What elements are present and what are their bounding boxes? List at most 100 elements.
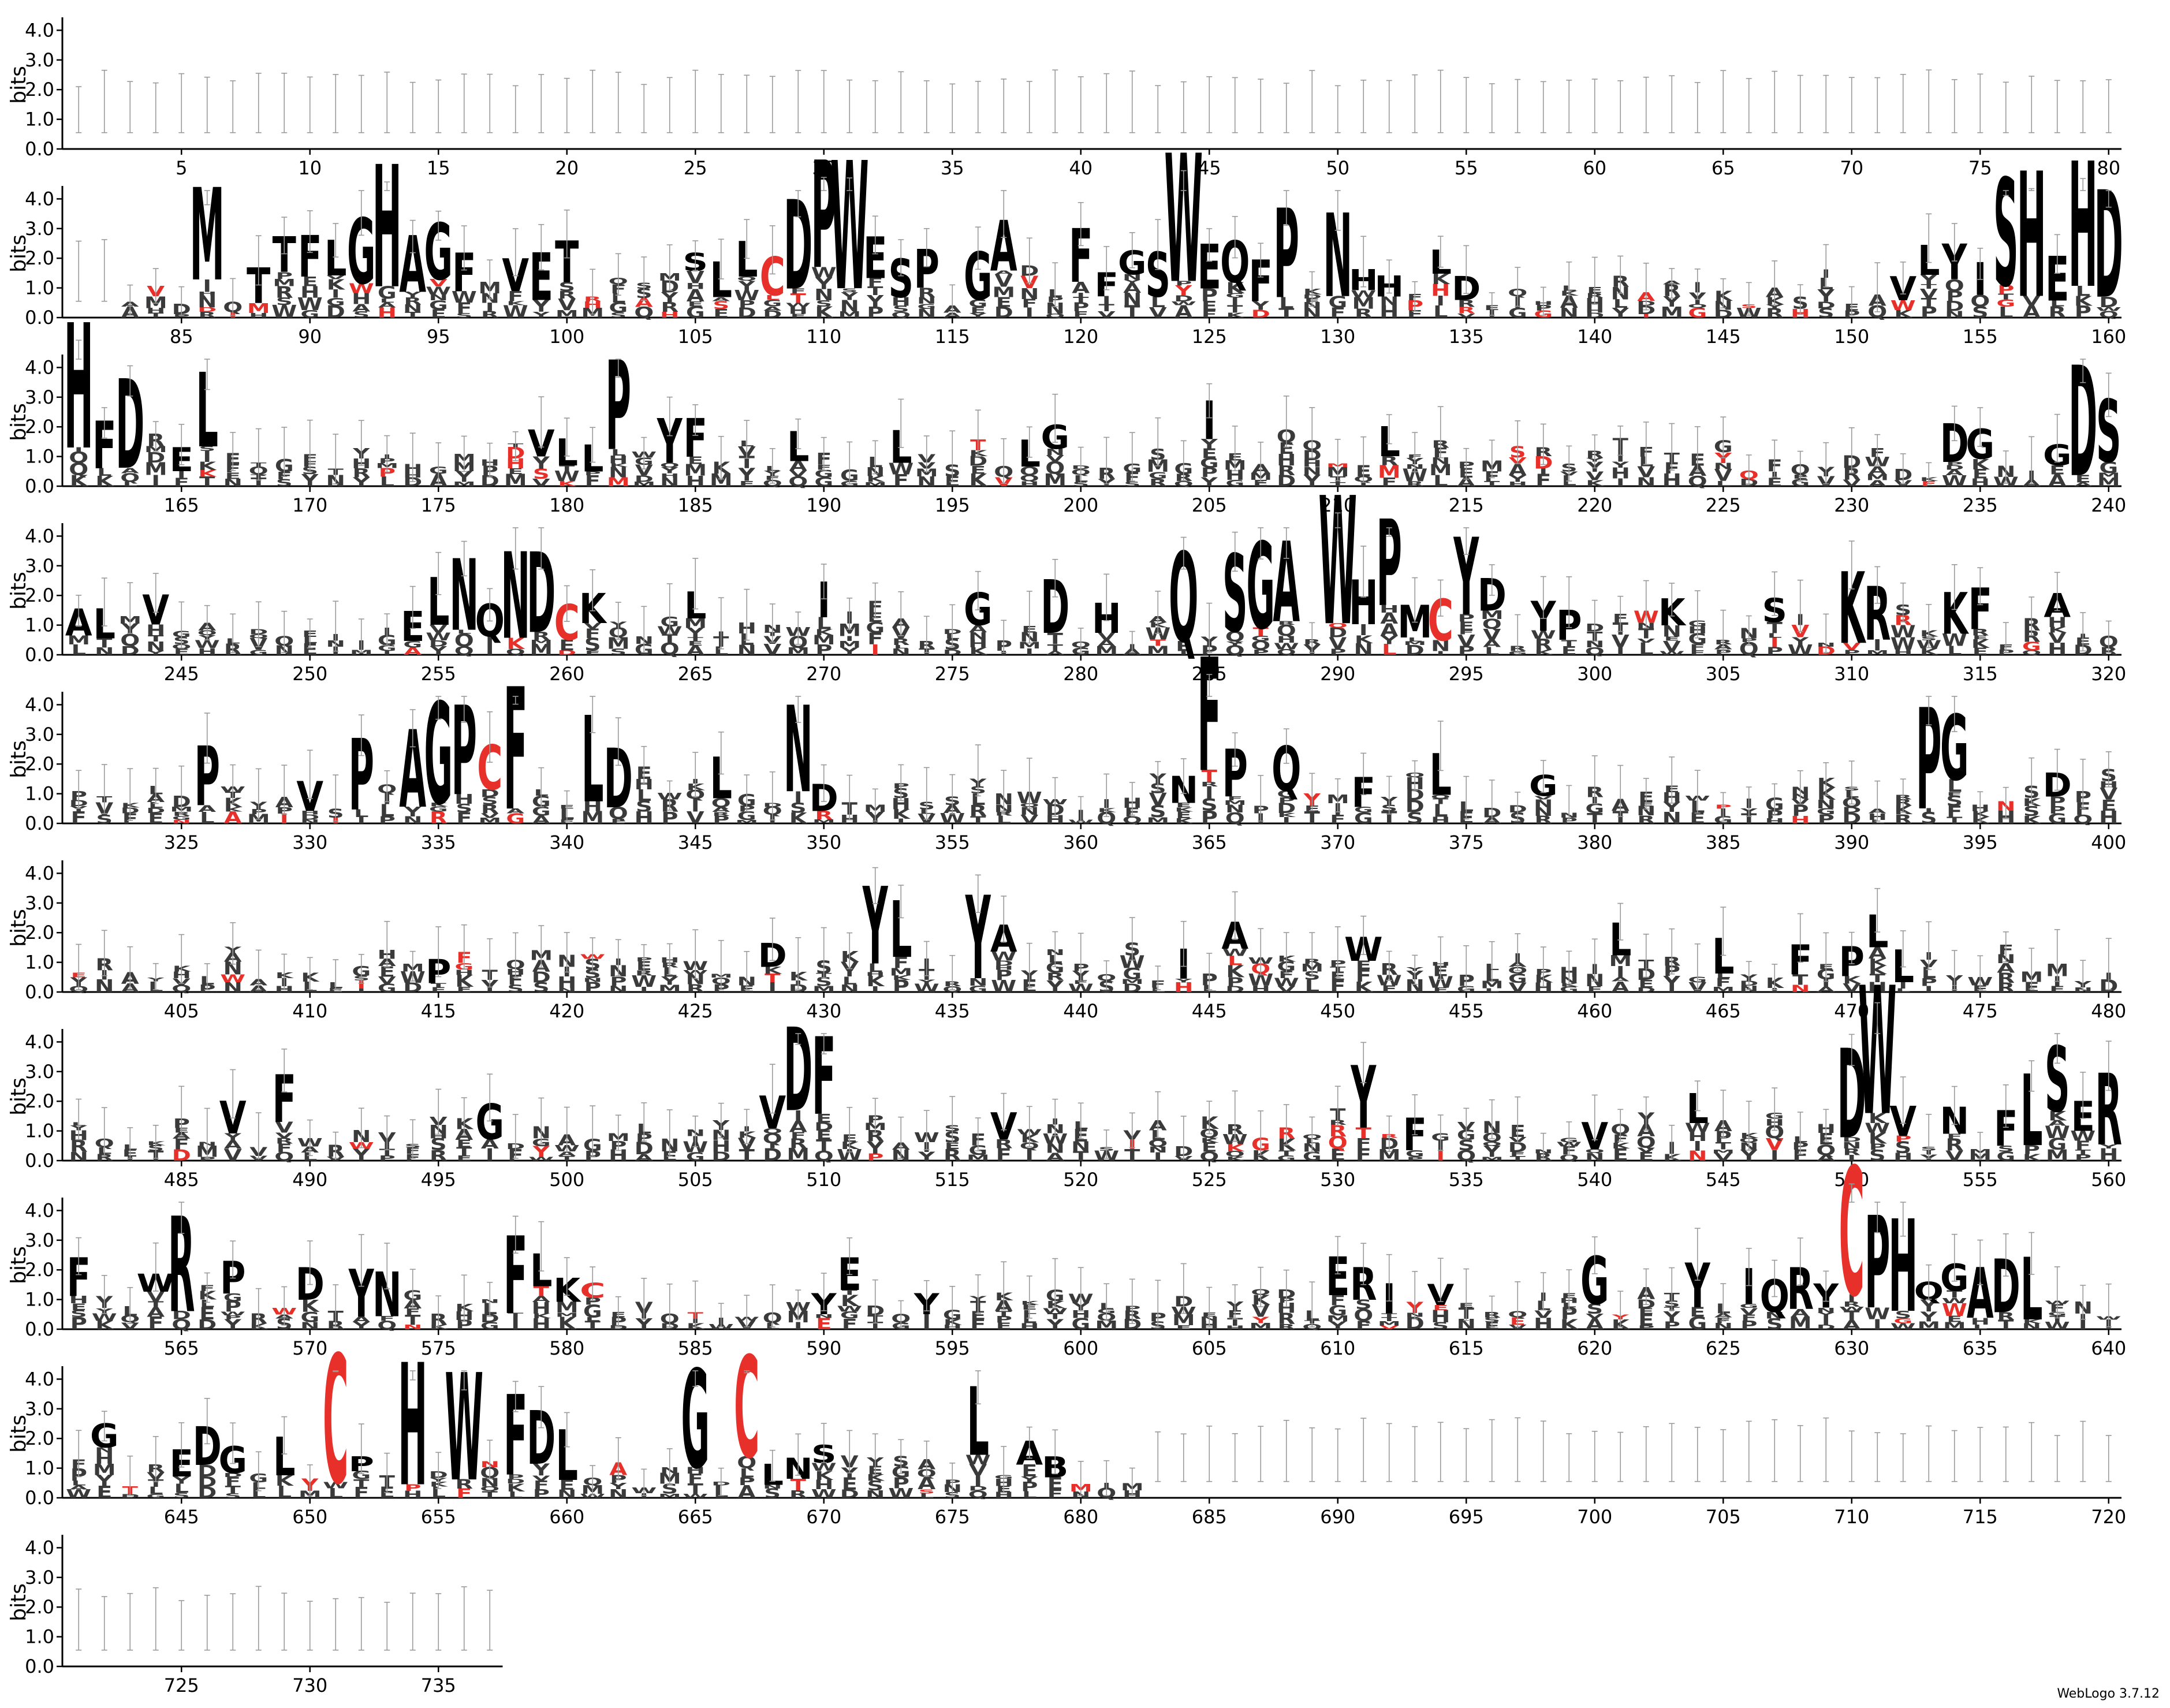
x-tick-label: 645	[164, 1506, 199, 1528]
logo-letter: N	[840, 297, 859, 315]
logo-letter: K	[1431, 271, 1450, 288]
logo-letter: F	[1407, 308, 1423, 320]
x-tick-label: 665	[678, 1506, 713, 1528]
y-tick-label: 0.0	[25, 1150, 54, 1172]
x-tick-label: 385	[1706, 831, 1741, 853]
x-tick-label: 75	[1968, 157, 1992, 179]
y-tick-label: 1.0	[25, 952, 54, 974]
logo-letter: S	[815, 299, 832, 309]
logo-letter: Y	[532, 311, 550, 320]
y-tick-label: 0.0	[25, 1655, 54, 1677]
logo-letter: T	[1073, 296, 1089, 305]
x-tick-label: 20	[555, 157, 579, 179]
logo-letter: A	[1175, 302, 1192, 322]
x-tick-label: 240	[2091, 494, 2126, 516]
x-tick-label: 145	[1706, 326, 1741, 348]
logo-letter: D	[1251, 308, 1270, 320]
logo-letter: K	[147, 1140, 166, 1146]
y-tick-label: 0.0	[25, 475, 54, 497]
logo-letter: Y	[738, 278, 756, 293]
logo-letter: P	[1201, 285, 1218, 305]
logo-letter: I	[1436, 293, 1445, 309]
x-tick-label: 45	[1198, 157, 1221, 179]
x-tick-label: 230	[1834, 494, 1869, 516]
logo-letter: K	[1226, 279, 1245, 297]
logo-letter: P	[739, 299, 755, 310]
logo-letter: I	[203, 276, 211, 296]
x-tick-label: 535	[1449, 1169, 1484, 1191]
logo-letter: W	[830, 125, 869, 330]
logo-letter: I	[486, 301, 494, 314]
logo-letter: T	[1227, 304, 1243, 315]
logo-letter: T	[791, 291, 806, 306]
logo-letter: E	[1202, 299, 1217, 314]
x-tick-label: 395	[1963, 831, 1998, 853]
x-tick-label: 180	[549, 494, 584, 516]
x-tick-label: 660	[549, 1506, 584, 1528]
logo-letter: P	[867, 304, 883, 321]
x-tick-label: 390	[1834, 831, 1869, 853]
logo-letter: T	[405, 311, 421, 320]
logo-letter: K	[789, 970, 808, 983]
logo-letter: H	[197, 291, 217, 297]
logo-letter: F	[1330, 304, 1345, 320]
x-tick-label: 410	[292, 1000, 327, 1022]
logo-letter: T	[1124, 303, 1140, 322]
x-tick-label: 725	[164, 1675, 199, 1696]
y-tick-label: 1.0	[25, 109, 54, 130]
logo-letter: F	[456, 300, 472, 317]
y-tick-label: 4.0	[25, 862, 54, 884]
logo-row: 0.01.02.03.04.0bitsAATHMV85PDRDNHIMIQHMT…	[7, 118, 2126, 348]
x-tick-label: 455	[1449, 1000, 1484, 1022]
y-axis-label: bits	[7, 234, 31, 273]
logo-letter: P	[606, 335, 631, 478]
x-tick-label: 450	[1320, 1000, 1355, 1022]
y-tick-label: 1.0	[25, 1626, 54, 1648]
logo-letter: A	[763, 305, 782, 312]
x-tick-label: 175	[421, 494, 456, 516]
x-tick-label: 40	[1069, 157, 1093, 179]
logo-letter: D	[994, 304, 1013, 321]
x-tick-label: 375	[1449, 831, 1484, 853]
logo-letter: W	[785, 302, 811, 308]
x-tick-label: 690	[1320, 1506, 1355, 1528]
x-tick-label: 495	[421, 1169, 456, 1191]
y-tick-label: 4.0	[25, 19, 54, 41]
logo-letter: Q	[634, 304, 654, 321]
logo-letter: K	[1277, 954, 1296, 964]
x-tick-label: 190	[806, 494, 841, 516]
logo-letter: Y	[1123, 279, 1142, 285]
logo-letter: Y	[866, 292, 885, 311]
x-tick-label: 505	[678, 1169, 713, 1191]
logo-letter: V	[687, 268, 704, 288]
x-tick-label: 330	[292, 831, 327, 853]
x-tick-label: 695	[1449, 1506, 1484, 1528]
y-tick-label: 4.0	[25, 1031, 54, 1053]
logo-letter: R	[481, 309, 499, 320]
logo-letter: F	[1198, 626, 1221, 807]
logo-letter: V	[995, 271, 1013, 292]
x-tick-label: 415	[421, 1000, 456, 1022]
x-tick-label: 675	[935, 1506, 970, 1528]
x-tick-label: 485	[164, 1169, 199, 1191]
x-tick-label: 315	[1963, 663, 1998, 685]
logo-letter: Q	[1045, 312, 1065, 319]
logo-letter: T	[148, 311, 163, 319]
logo-letter: S	[558, 279, 575, 294]
logo-letter: S	[713, 299, 729, 312]
y-tick-label: 3.0	[25, 218, 54, 240]
logo-letter: S	[893, 304, 909, 314]
y-tick-label: 0.0	[25, 1318, 54, 1340]
x-tick-label: 15	[427, 157, 450, 179]
x-tick-label: 405	[164, 1000, 199, 1022]
x-tick-label: 185	[678, 494, 713, 516]
x-tick-label: 735	[421, 1675, 456, 1696]
x-tick-label: 530	[1320, 1169, 1355, 1191]
x-tick-label: 465	[1706, 1000, 1741, 1022]
logo-letter: G	[917, 303, 936, 311]
logo-letter: W	[503, 302, 528, 322]
x-tick-label: 445	[1192, 1000, 1227, 1022]
y-axis-label: bits	[7, 66, 31, 104]
logo-letter: H	[64, 288, 94, 488]
x-tick-label: 55	[1455, 157, 1478, 179]
